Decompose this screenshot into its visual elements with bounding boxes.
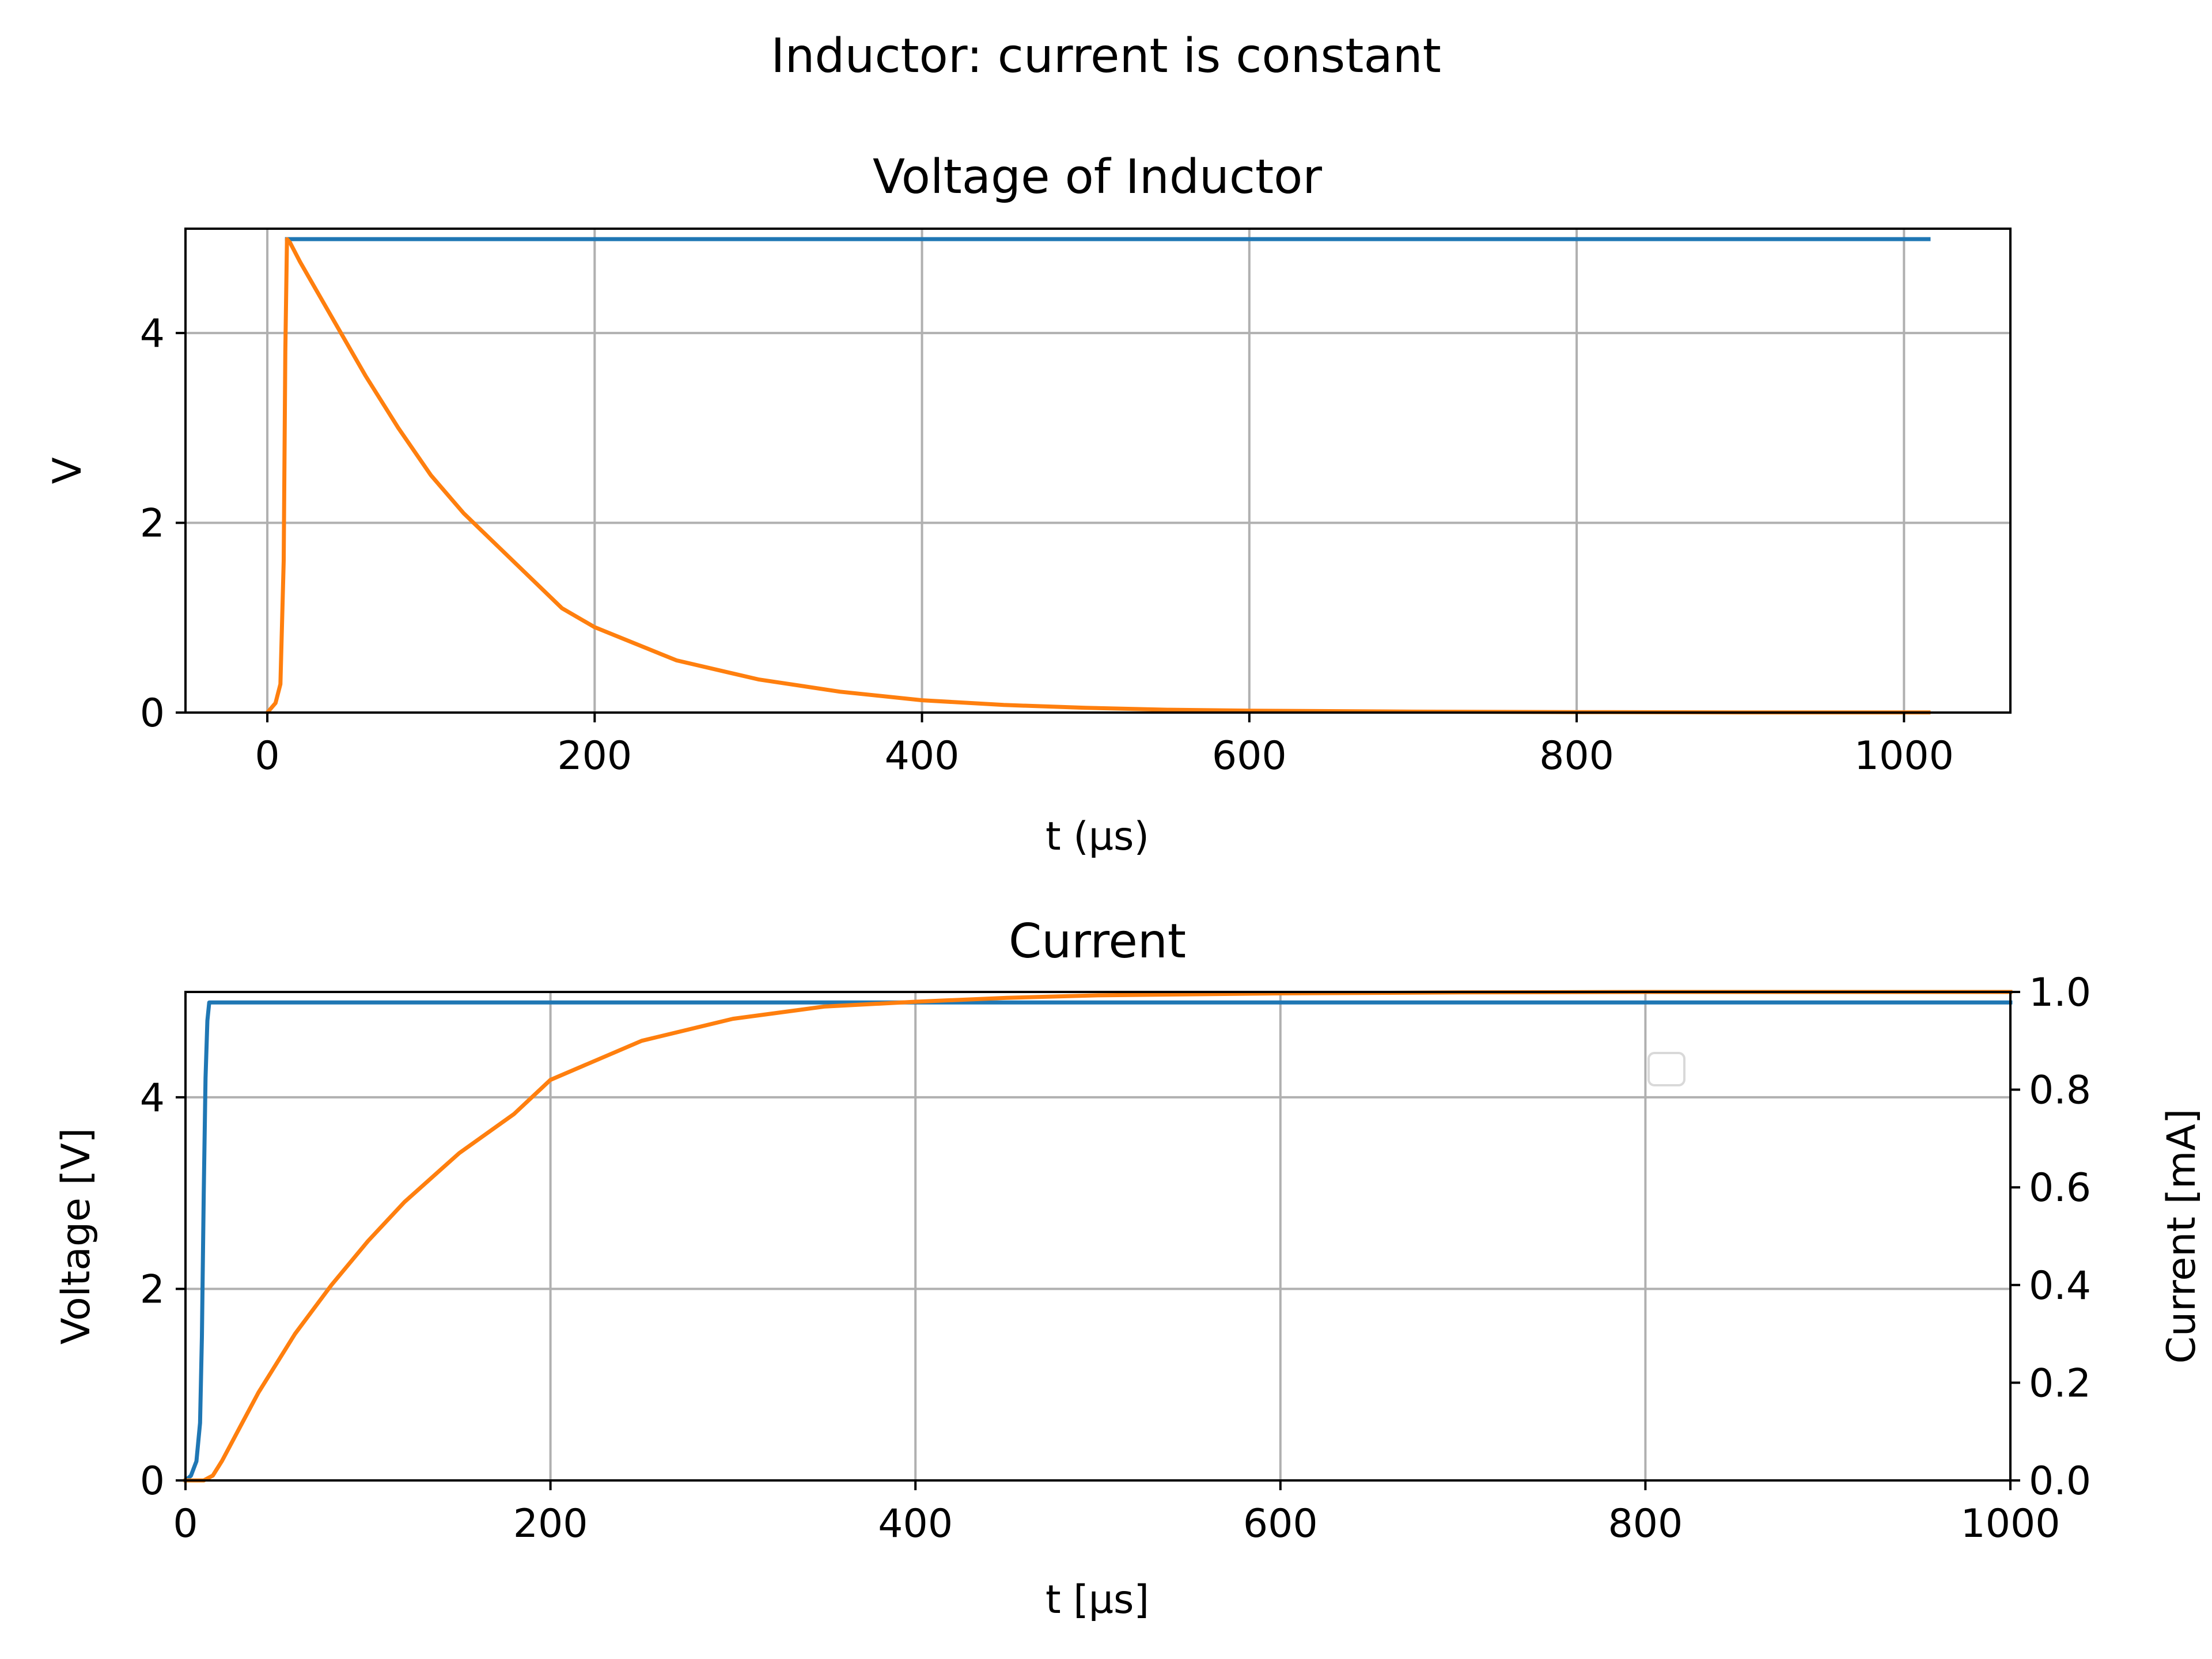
voltage-series-2-line	[264, 237, 1931, 715]
current-grid	[184, 992, 2012, 1482]
voltage-x-axis-label: t (µs)	[1046, 814, 1149, 859]
current-y-tick-label: 0	[140, 1459, 165, 1504]
current-y-axis-label: Voltage [V]	[54, 1128, 99, 1344]
voltage-grid	[185, 229, 2010, 714]
voltage-subplot-title: Voltage of Inductor	[873, 150, 1322, 204]
current-x-tick-label: 600	[1243, 1501, 1318, 1547]
current-subplot-title: Current	[1009, 914, 1186, 969]
current-series-2-line	[183, 990, 2013, 1483]
voltage-y-tick-label: 2	[140, 501, 165, 547]
current-right-y-tick-label: 0.0	[2029, 1459, 2091, 1504]
current-y-tick-label: 4	[140, 1075, 165, 1121]
current-series-1-line	[183, 1000, 2013, 1483]
voltage-x-tick-label: 800	[1539, 733, 1614, 779]
current-y-ticks: 0 2 4	[140, 1075, 185, 1504]
voltage-y-tick-label: 4	[140, 311, 165, 357]
current-x-tick-label: 0	[173, 1501, 198, 1547]
voltage-x-tick-label: 200	[557, 733, 632, 779]
current-lines	[183, 990, 2013, 1483]
current-subplot: Current 0 200 400 600 800 1000 024 0.00.20.40…	[54, 914, 2205, 1623]
voltage-y-axis-label: V	[45, 457, 90, 484]
current-x-ticks: 0 200 400 600 800 1000	[173, 1480, 2061, 1547]
voltage-x-tick-label: 0	[255, 733, 279, 779]
empty-legend-box	[1647, 1052, 1685, 1086]
current-y-tick-label: 2	[140, 1267, 165, 1312]
voltage-lines	[264, 237, 1931, 715]
voltage-plot-frame	[184, 228, 2012, 714]
voltage-y-tick-label: 0	[140, 691, 165, 736]
current-right-y-tick-label: 0.4	[2029, 1263, 2091, 1309]
voltage-x-ticks: 0 200 400 600 800 1000	[255, 713, 1954, 779]
current-plot-frame	[184, 991, 2012, 1482]
current-right-y-ticks: 0.0 0.2 0.4 0.6 0.8 1.0	[2010, 970, 2091, 1504]
current-x-tick-label: 200	[513, 1501, 588, 1547]
current-right-y-tick-label: 1.0	[2029, 970, 2091, 1016]
current-x-axis-label: t [µs]	[1046, 1577, 1149, 1623]
voltage-subplot: Voltage of Inductor 0 200 400 600 800 1000 0 2…	[45, 150, 2012, 859]
figure-suptitle: Inductor: current is constant	[771, 29, 1441, 84]
current-right-y-tick-label: 0.2	[2029, 1361, 2091, 1406]
current-right-y-tick-label: 0.8	[2029, 1068, 2091, 1113]
current-right-y-axis-label: Current [mA]	[2159, 1109, 2205, 1364]
voltage-x-tick-label: 600	[1212, 733, 1287, 779]
voltage-x-tick-label: 1000	[1854, 733, 1954, 779]
current-x-tick-label: 800	[1608, 1501, 1683, 1547]
current-right-y-tick-label: 0.6	[2029, 1165, 2091, 1211]
current-x-tick-label: 1000	[1960, 1501, 2060, 1547]
current-x-tick-label: 400	[878, 1501, 953, 1547]
voltage-x-tick-label: 400	[885, 733, 960, 779]
voltage-y-ticks: 0 2 4	[140, 311, 185, 736]
